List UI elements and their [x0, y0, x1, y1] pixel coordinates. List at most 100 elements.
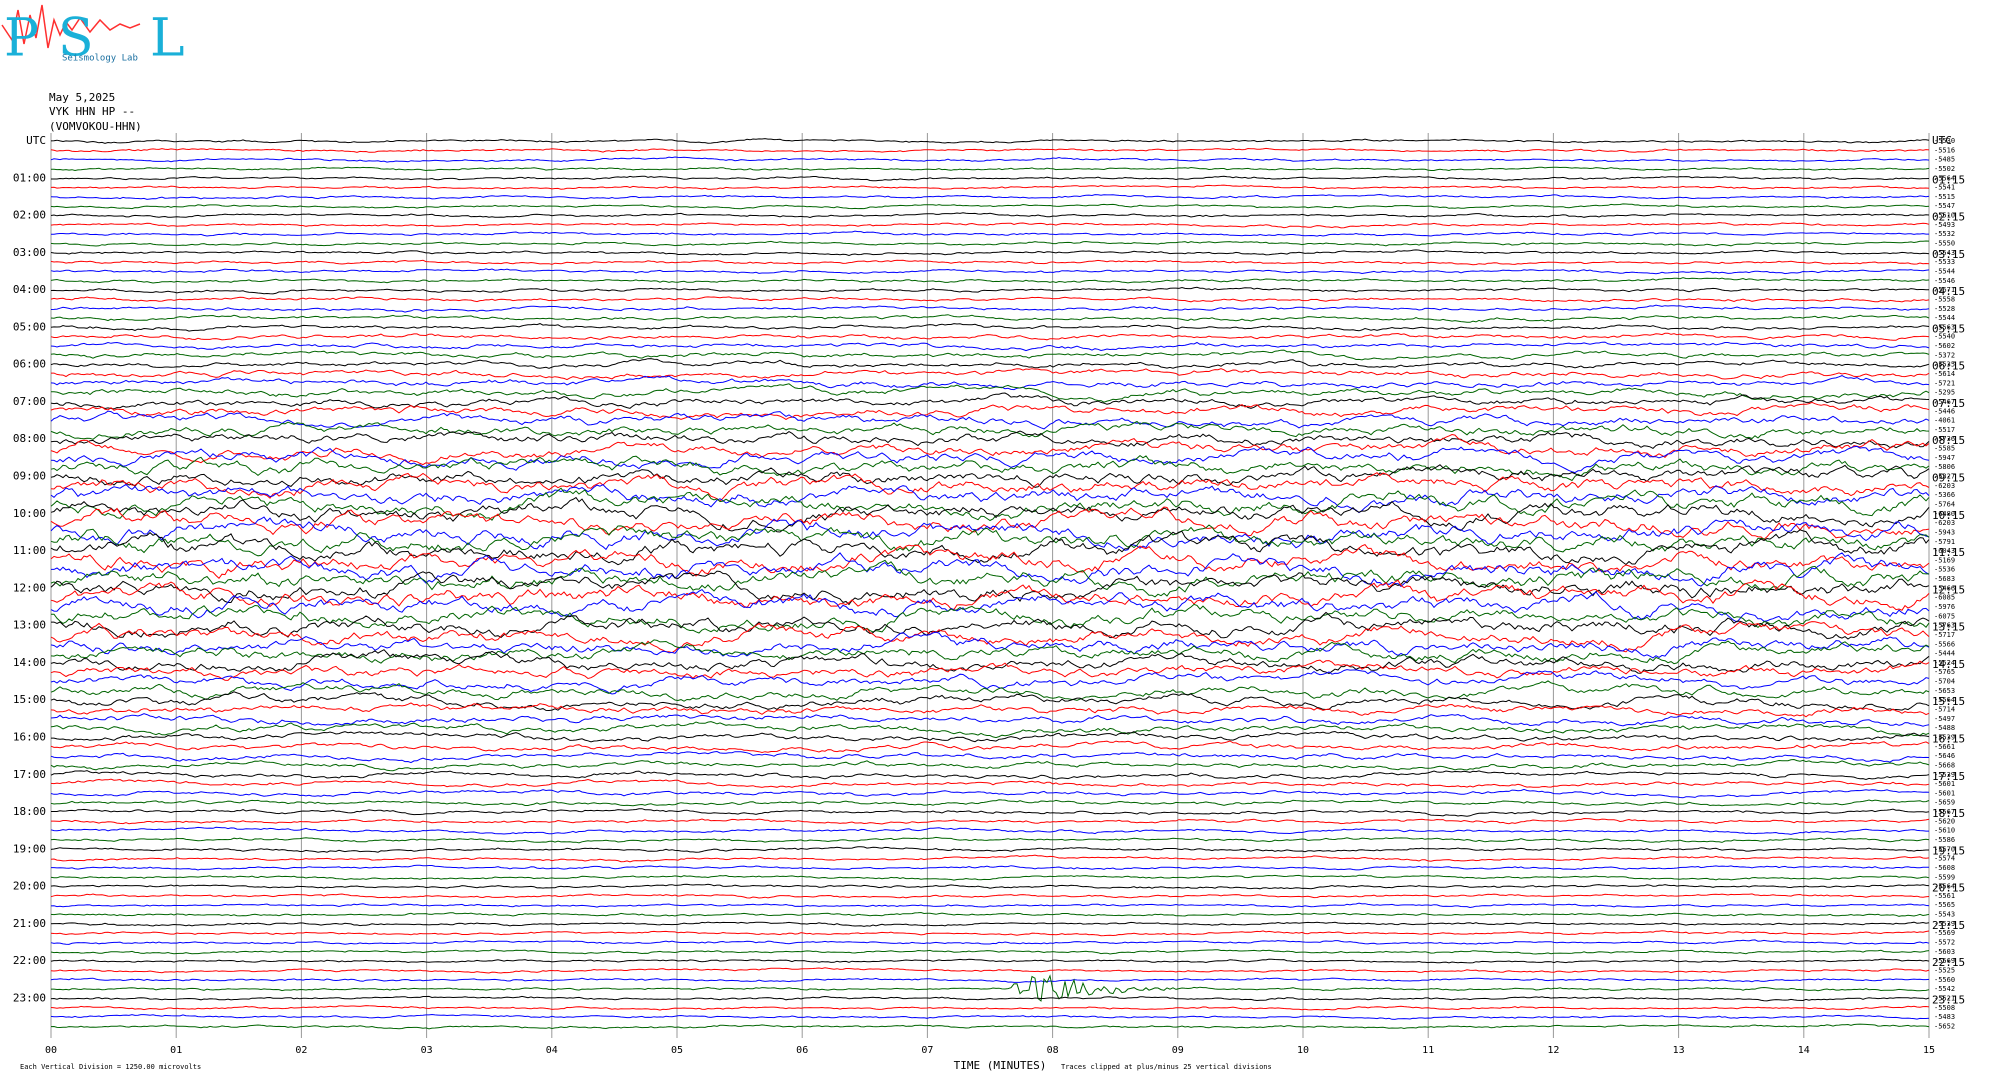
trace	[51, 611, 1930, 640]
row-label-left: 20:00	[13, 880, 46, 893]
trace-offset: -5446	[1934, 407, 1955, 415]
trace-offset: -5540	[1934, 333, 1955, 341]
trace	[50, 454, 1930, 482]
row-label-right: 22:15	[1932, 956, 1965, 969]
x-tick-label: 04	[546, 1045, 558, 1056]
trace	[50, 995, 1930, 1002]
trace-offset: -5608	[1934, 864, 1955, 872]
trace-offset: -5565	[1934, 901, 1955, 909]
x-axis-label: TIME (MINUTES)	[954, 1059, 1047, 1072]
row-label-left: 10:00	[13, 507, 46, 520]
trace-offset: -5539	[1934, 771, 1955, 779]
trace-offset: -5533	[1934, 258, 1955, 266]
scale-note: Each Vertical Division = 1250.00 microvo…	[20, 1063, 201, 1071]
trace	[50, 758, 1930, 772]
row-label-left: 15:00	[13, 693, 46, 706]
trace	[50, 579, 1930, 611]
trace	[50, 529, 1930, 566]
row-label-left: 13:00	[13, 619, 46, 632]
row-label-right: 06:15	[1932, 360, 1965, 373]
trace-offset: -5704	[1934, 678, 1955, 686]
trace-offset: -5524	[1934, 659, 1955, 667]
trace-offset: -5668	[1934, 761, 1955, 769]
row-label-left: 14:00	[13, 656, 46, 669]
trace	[50, 883, 1930, 890]
trace-offset: -5366	[1934, 491, 1955, 499]
row-label-right: 18:15	[1932, 807, 1965, 820]
trace-offset: -5530	[1934, 137, 1955, 145]
trace-offset: -5521	[1934, 994, 1955, 1002]
x-tick-label: 15	[1923, 1045, 1935, 1056]
trace	[50, 631, 1930, 659]
row-label-left: 19:00	[13, 842, 46, 855]
trace	[50, 314, 1930, 323]
trace-offset: -5564	[1934, 174, 1955, 182]
trace-offset: -5502	[1934, 165, 1955, 173]
channel: (VOMVOKOU-HHN)	[49, 120, 142, 133]
row-label-left: 09:00	[13, 470, 46, 483]
trace-offset: -5620	[1934, 817, 1955, 825]
trace-offset: -5717	[1934, 631, 1955, 639]
trace	[50, 778, 1930, 788]
trace	[50, 588, 1930, 623]
x-tick-label: 03	[421, 1045, 433, 1056]
trace-offset: -5543	[1934, 911, 1955, 919]
trace-offset: -5791	[1934, 538, 1955, 546]
trace	[50, 799, 1930, 807]
trace	[50, 902, 1930, 909]
trace	[50, 358, 1930, 369]
trace	[50, 483, 1930, 514]
trace	[50, 939, 1930, 945]
clip-note: Traces clipped at plus/minus 25 vertical…	[1061, 1063, 1272, 1071]
trace-offset: -5585	[1934, 445, 1955, 453]
trace	[50, 788, 1930, 799]
trace-offset: -5671	[1934, 286, 1955, 294]
trace-offset: -5558	[1934, 295, 1955, 303]
trace-offset: -5736	[1934, 435, 1955, 443]
trace-offset: -5806	[1934, 463, 1955, 471]
trace-offset: -5653	[1934, 687, 1955, 695]
trace	[50, 874, 1930, 881]
trace	[51, 817, 1930, 825]
row-label-right: 01:15	[1932, 173, 1965, 186]
trace	[50, 1023, 1930, 1030]
trace	[50, 230, 1929, 237]
trace	[51, 368, 1930, 381]
row-label-right: 09:15	[1932, 472, 1965, 485]
trace-offset: -5586	[1934, 836, 1955, 844]
trace	[50, 296, 1930, 303]
trace	[50, 401, 1930, 420]
row-label-left: 03:00	[13, 246, 46, 259]
x-tick-label: 02	[295, 1045, 307, 1056]
trace	[50, 967, 1930, 974]
logo: P S L Seismology Lab	[1, 4, 185, 69]
trace-offset: -5541	[1934, 184, 1955, 192]
trace	[50, 826, 1929, 835]
trace	[50, 846, 1929, 853]
row-label-left: 06:00	[13, 358, 46, 371]
trace-offset: -5327	[1934, 473, 1955, 481]
logo-wave	[1, 4, 141, 49]
trace	[50, 487, 1930, 522]
trace	[50, 750, 1930, 764]
trace-offset: -5561	[1934, 892, 1955, 900]
trace	[50, 496, 1930, 533]
trace	[50, 392, 1930, 410]
trace	[50, 420, 1930, 440]
trace	[50, 304, 1930, 313]
trace	[50, 659, 1930, 681]
trace	[50, 949, 1930, 955]
trace	[50, 375, 1930, 391]
trace-offset: -5466	[1934, 584, 1955, 592]
row-label-right: 13:15	[1932, 621, 1965, 634]
trace-offset: -5483	[1934, 1013, 1955, 1021]
trace	[50, 506, 1930, 541]
trace-offset: -6085	[1934, 594, 1955, 602]
trace	[50, 691, 1930, 712]
x-tick-label: 00	[45, 1045, 57, 1056]
trace	[50, 193, 1930, 200]
row-label-right: 17:15	[1932, 770, 1965, 783]
trace	[50, 259, 1930, 266]
x-tick-label: 14	[1798, 1045, 1810, 1056]
trace	[50, 203, 1930, 210]
